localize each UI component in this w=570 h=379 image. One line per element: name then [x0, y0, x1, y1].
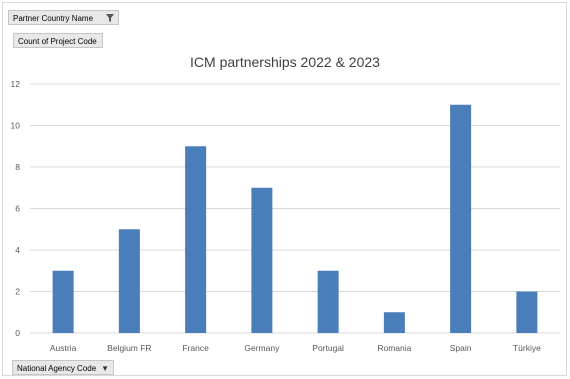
x-tick-label: Germany — [244, 343, 280, 353]
y-tick-label: 6 — [15, 204, 20, 214]
chart-frame — [2, 2, 567, 376]
bar-austria[interactable] — [52, 270, 74, 333]
partner-country-filter-button[interactable]: Partner Country Name — [8, 10, 119, 25]
y-tick-label: 2 — [15, 287, 20, 297]
y-tick-label: 12 — [11, 79, 21, 89]
bar-belgium-fr[interactable] — [118, 229, 140, 333]
axis-button-label: National Agency Code — [17, 364, 97, 373]
x-tick-label: Romania — [377, 343, 411, 353]
bar-romania[interactable] — [383, 312, 405, 333]
y-tick-label: 8 — [15, 162, 20, 172]
y-tick-label: 4 — [15, 245, 20, 255]
filter-button-label: Partner Country Name — [13, 14, 94, 23]
y-tick-label: 0 — [15, 328, 20, 338]
x-tick-label: Portugal — [312, 343, 344, 353]
bar-france[interactable] — [185, 146, 207, 333]
bar-portugal[interactable] — [317, 270, 339, 333]
y-tick-label: 10 — [11, 121, 21, 131]
value-button-label: Count of Project Code — [18, 37, 97, 46]
national-agency-code-filter-button[interactable]: National Agency Code ▼ — [12, 360, 114, 375]
bar-spain[interactable] — [450, 104, 472, 333]
funnel-icon — [106, 14, 114, 22]
x-tick-label: Türkiye — [513, 343, 541, 353]
x-tick-label: Spain — [450, 343, 472, 353]
bar-t-rkiye[interactable] — [516, 291, 538, 334]
x-tick-label: Austria — [50, 343, 77, 353]
bar-germany[interactable] — [251, 187, 273, 333]
chart-title: ICM partnerships 2022 & 2023 — [190, 54, 380, 70]
x-tick-label: Belgium FR — [107, 343, 151, 353]
x-tick-label: France — [182, 343, 209, 353]
dropdown-arrow-icon: ▼ — [101, 364, 109, 373]
count-of-project-code-button[interactable]: Count of Project Code — [13, 33, 103, 48]
